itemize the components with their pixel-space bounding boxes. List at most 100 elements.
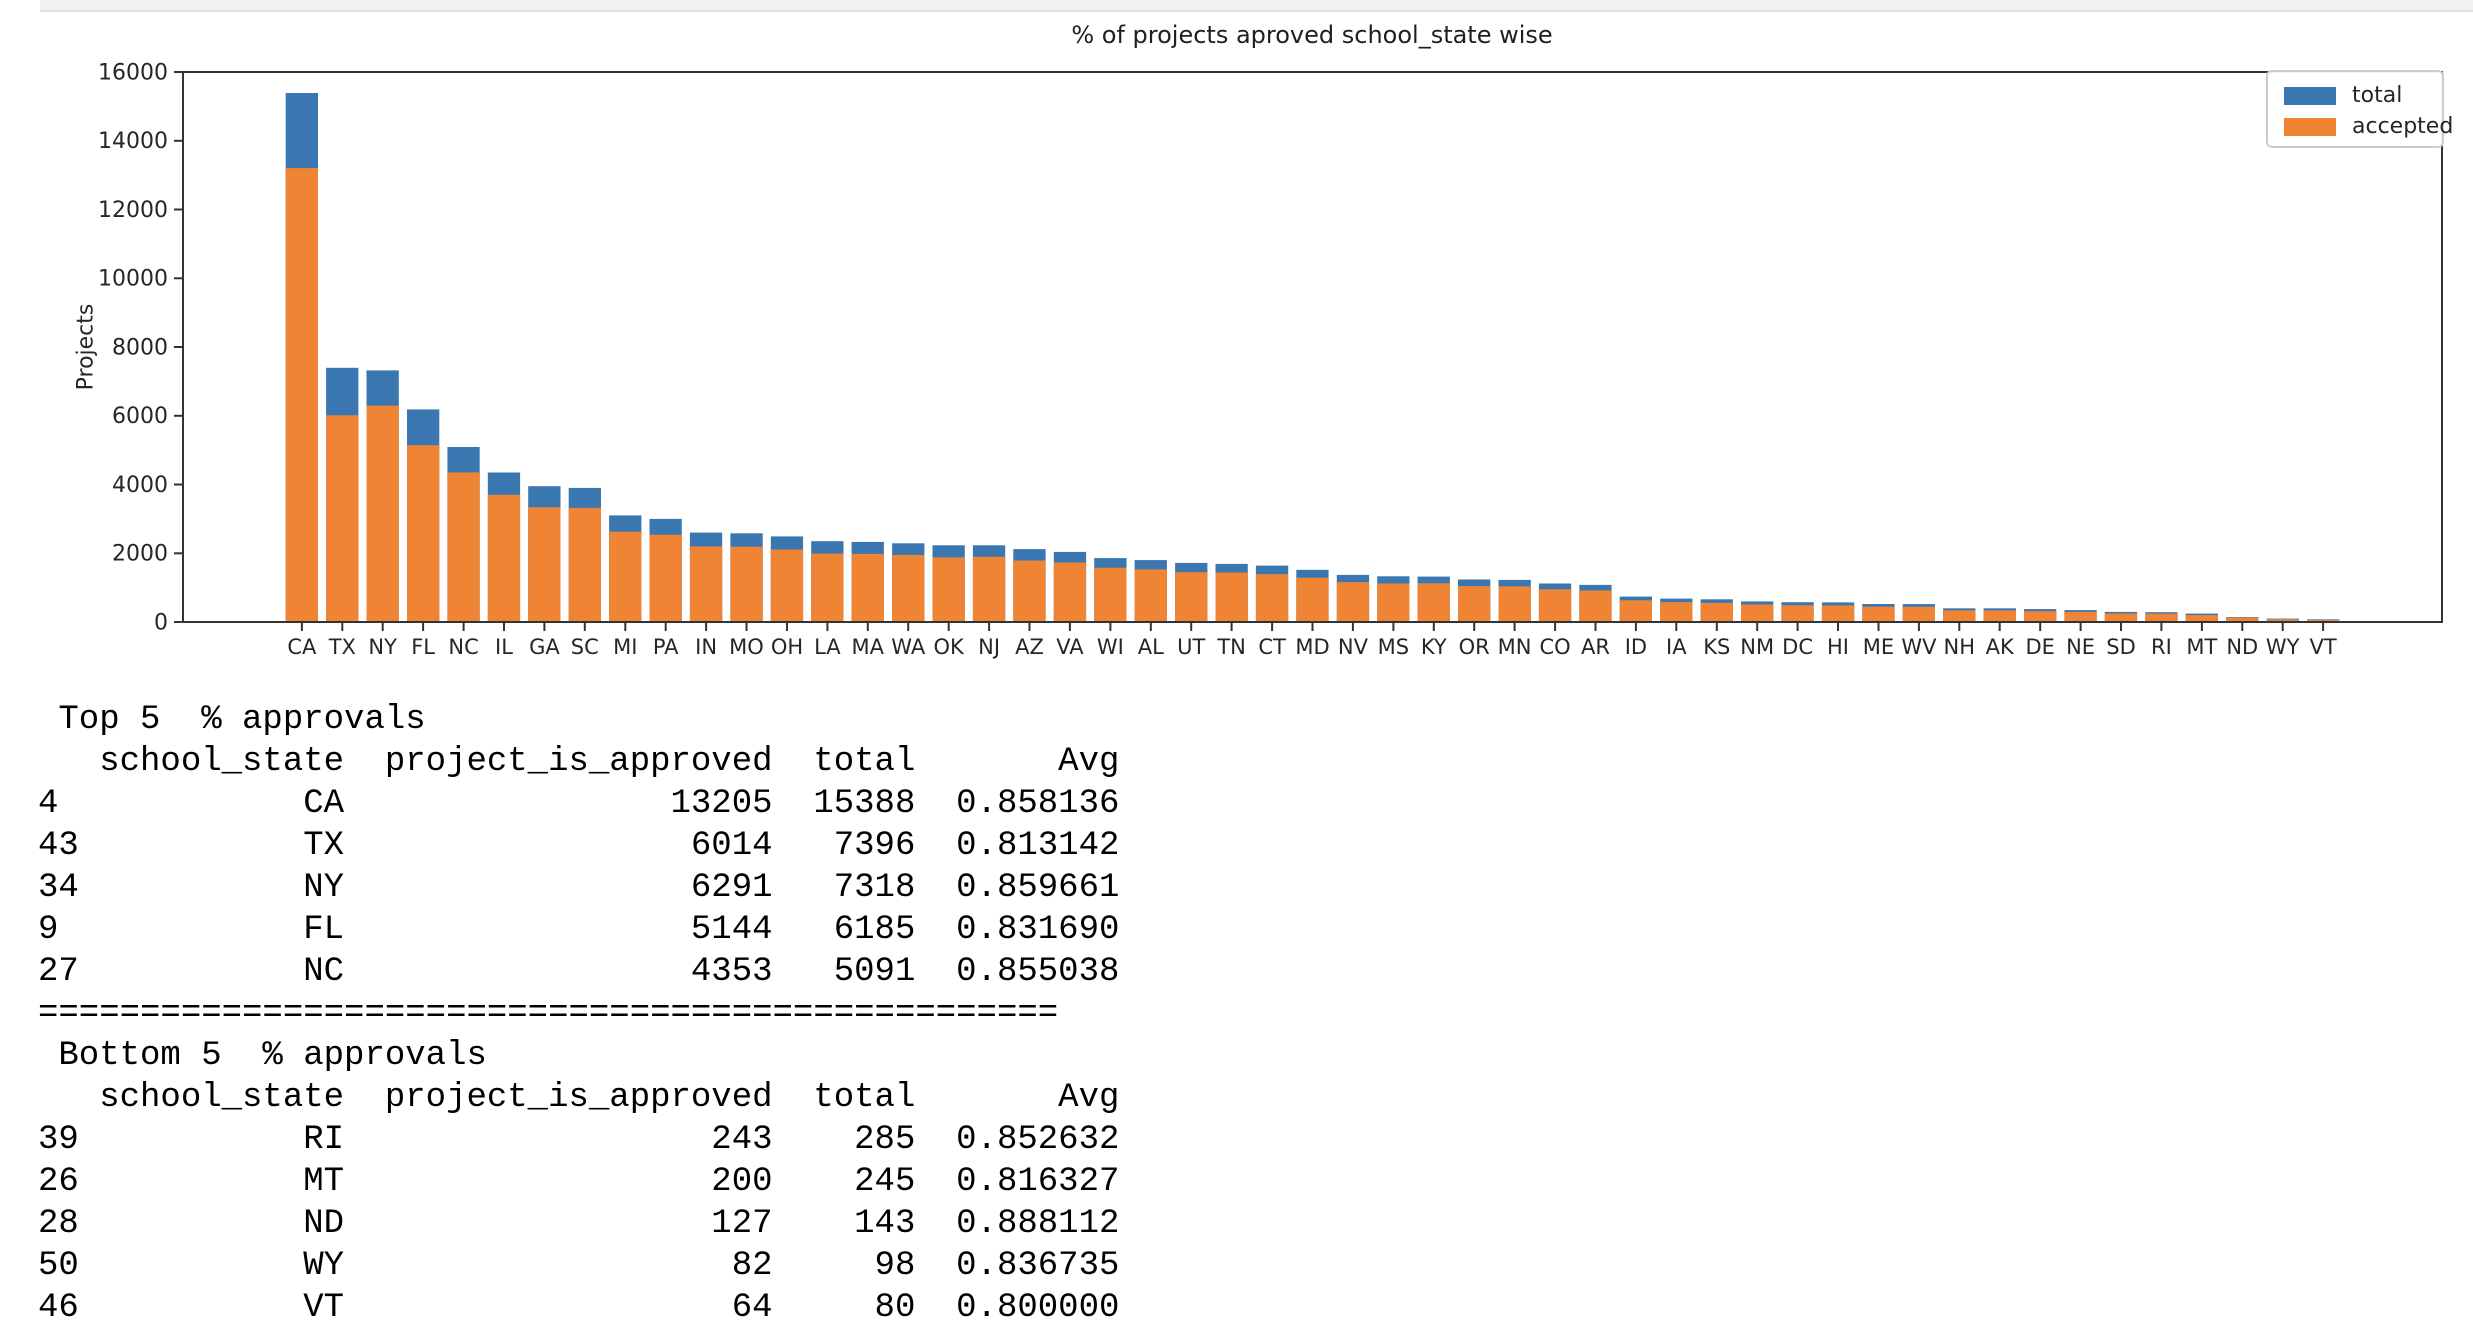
y-tick-6000: 6000 — [112, 404, 168, 429]
bar-accepted-IL — [487, 494, 521, 622]
x-tick-MN: MN — [1498, 635, 1532, 659]
x-tick-WI: WI — [1097, 635, 1124, 659]
x-tick-HI: HI — [1827, 635, 1849, 659]
legend-label-total: total — [2352, 82, 2403, 108]
bar-accepted-MO — [730, 546, 763, 622]
x-tick-RI: RI — [2151, 635, 2172, 659]
x-tick-ID: ID — [1625, 635, 1647, 659]
x-tick-ME: ME — [1863, 635, 1894, 659]
x-tick-IA: IA — [1666, 635, 1687, 659]
legend-item-accepted: accepted — [2284, 113, 2453, 140]
x-tick-AL: AL — [1138, 635, 1164, 659]
x-tick-WY: WY — [2266, 635, 2300, 659]
x-tick-MT: MT — [2186, 635, 2217, 659]
x-tick-TN: TN — [1216, 635, 1246, 659]
x-tick-NC: NC — [448, 635, 478, 659]
x-tick-WV: WV — [1901, 635, 1937, 659]
x-tick-NY: NY — [368, 635, 397, 659]
x-tick-SC: SC — [571, 635, 599, 659]
bar-accepted-UT — [1175, 572, 1208, 622]
x-tick-MI: MI — [613, 635, 637, 659]
bar-accepted-NE — [2064, 611, 2097, 622]
x-tick-VA: VA — [1056, 635, 1084, 659]
bar-accepted-MD — [1296, 577, 1329, 622]
bar-accepted-MI — [609, 531, 642, 622]
x-tick-MA: MA — [852, 635, 885, 659]
y-axis-ticks: 0 2000 4000 6000 8000 10000 12000 14000 16000 — [98, 60, 183, 635]
bar-accepted-SD — [2104, 613, 2138, 622]
y-tick-12000: 12000 — [98, 198, 168, 223]
bar-accepted-NV — [1336, 582, 1370, 622]
bar-accepted-OH — [770, 549, 804, 622]
x-tick-MO: MO — [729, 635, 764, 659]
x-tick-DE: DE — [2025, 635, 2054, 659]
x-tick-NJ: NJ — [978, 635, 1000, 659]
x-tick-NV: NV — [1338, 635, 1369, 659]
y-tick-8000: 8000 — [112, 335, 168, 360]
y-tick-0: 0 — [154, 610, 168, 635]
x-tick-IL: IL — [495, 635, 513, 659]
x-tick-NH: NH — [1944, 635, 1976, 659]
x-tick-SD: SD — [2106, 635, 2136, 659]
x-tick-CT: CT — [1258, 635, 1286, 659]
x-tick-VT: VT — [2309, 635, 2336, 659]
bar-accepted-VT — [2307, 619, 2340, 622]
x-tick-OH: OH — [771, 635, 803, 659]
series-accepted-bars — [285, 168, 2340, 623]
y-tick-10000: 10000 — [98, 267, 168, 292]
bar-accepted-CA — [285, 168, 318, 622]
y-tick-2000: 2000 — [112, 542, 168, 567]
console-output-tables: Top 5 % approvals school_state project_i… — [38, 701, 1120, 1327]
x-tick-TX: TX — [328, 635, 356, 659]
x-tick-NE: NE — [2066, 635, 2095, 659]
bar-accepted-NY — [366, 405, 399, 622]
bar-accepted-CT — [1255, 574, 1289, 622]
legend-swatch-total-icon — [2284, 86, 2336, 105]
bar-accepted-DE — [2024, 611, 2057, 622]
bar-accepted-KY — [1417, 583, 1450, 622]
x-tick-FL: FL — [411, 635, 435, 659]
bar-accepted-IA — [1660, 602, 1693, 622]
bar-accepted-RI — [2145, 613, 2178, 622]
legend-label-accepted: accepted — [2352, 113, 2454, 139]
x-axis-ticks: CA TX NY FL NC IL GA SC MI PA IN MO OH LA MA WA OK NJ AZ VA… — [287, 622, 2337, 659]
bar-accepted-NM — [1741, 604, 1774, 622]
bar-accepted-NC — [447, 472, 480, 622]
bar-accepted-AR — [1579, 590, 1612, 622]
x-tick-KY: KY — [1421, 635, 1447, 659]
bar-accepted-PA — [649, 534, 682, 622]
bar-accepted-DC — [1781, 605, 1814, 622]
y-tick-4000: 4000 — [112, 473, 168, 498]
x-tick-MD: MD — [1295, 635, 1329, 659]
y-tick-16000: 16000 — [98, 60, 168, 85]
x-tick-AR: AR — [1581, 635, 1610, 659]
x-tick-CA: CA — [287, 635, 317, 659]
x-tick-AK: AK — [1986, 635, 2015, 659]
chart-title: % of projects aproved school_state wise — [1071, 21, 1553, 49]
bar-accepted-MS — [1377, 583, 1410, 622]
legend-swatch-accepted-icon — [2284, 117, 2336, 136]
bar-accepted-MN — [1498, 586, 1531, 623]
x-tick-DC: DC — [1782, 635, 1813, 659]
bar-accepted-WI — [1094, 567, 1127, 622]
bar-accepted-AZ — [1013, 560, 1046, 622]
bar-accepted-AL — [1134, 569, 1167, 622]
legend-item-total: total — [2284, 82, 2442, 109]
x-tick-LA: LA — [814, 635, 841, 659]
bar-accepted-TN — [1215, 572, 1248, 622]
bar-accepted-TX — [326, 415, 359, 622]
bar-accepted-MT — [2185, 615, 2218, 622]
notebook-cell-input-strip[interactable] — [40, 0, 2473, 12]
x-tick-OK: OK — [934, 635, 966, 659]
bar-accepted-WV — [1902, 606, 1935, 622]
bar-accepted-IN — [689, 546, 723, 622]
x-tick-AZ: AZ — [1015, 635, 1044, 659]
bar-chart: 0 2000 4000 6000 8000 10000 12000 14000 16000 CA T… — [98, 60, 2443, 659]
bar-accepted-VA — [1053, 562, 1087, 622]
y-tick-14000: 14000 — [98, 129, 168, 154]
x-tick-UT: UT — [1177, 635, 1205, 659]
x-tick-ND: ND — [2226, 635, 2258, 659]
x-tick-OR: OR — [1459, 635, 1490, 659]
bar-accepted-SC — [568, 507, 601, 622]
